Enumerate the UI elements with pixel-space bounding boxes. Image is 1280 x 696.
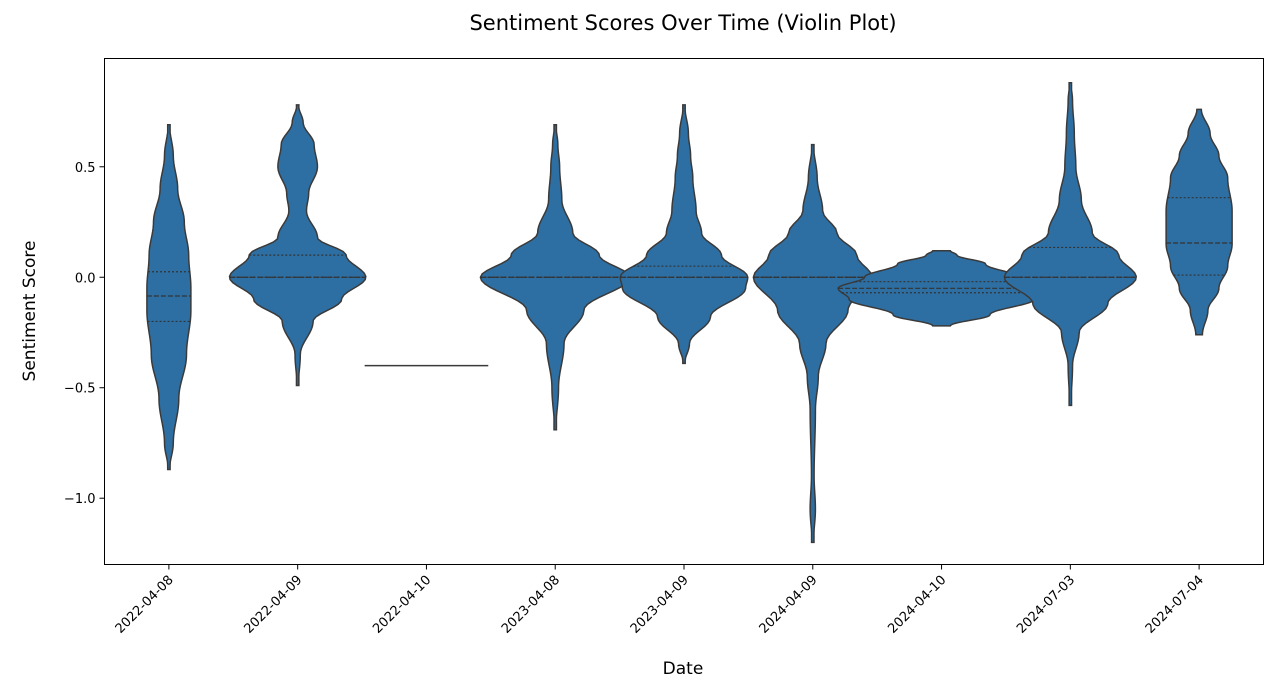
violin-body-2024-04-09 (752, 143, 873, 544)
y-axis-label: Sentiment Score (20, 241, 40, 382)
violin-body-2023-04-09 (619, 104, 749, 365)
x-tick-label: 2023-04-08 (499, 573, 563, 637)
chart-title: Sentiment Scores Over Time (Violin Plot) (469, 11, 896, 35)
y-tick-label: −0.5 (64, 382, 96, 397)
x-ticks-layer: 2022-04-08 2022-04-09 2022-04-10 2023-04-08… (113, 564, 1207, 637)
x-axis-label: Date (663, 659, 704, 679)
violin-group-2024-07-04 (1165, 108, 1233, 336)
x-tick-label: 2024-04-09 (757, 573, 821, 637)
y-tick-label: −1.0 (64, 492, 96, 507)
y-ticks-layer: −1.0 −0.5 0.0 0.5 (64, 161, 105, 507)
y-tick-label: 0.0 (75, 271, 96, 286)
violin-group-2022-04-09 (228, 104, 367, 387)
violin-group-2023-04-08 (479, 124, 631, 431)
violin-group-2022-04-08 (146, 124, 192, 471)
x-tick-label: 2022-04-09 (241, 573, 305, 637)
x-tick-label: 2022-04-10 (370, 573, 434, 637)
violin-body-2022-04-09 (228, 104, 367, 387)
violin-body-2024-07-03 (1003, 82, 1138, 407)
x-tick-label: 2024-07-04 (1143, 573, 1207, 637)
y-tick-label: 0.5 (75, 161, 96, 176)
violin-body-2022-04-08 (146, 124, 192, 471)
x-tick-label: 2024-04-10 (885, 573, 949, 637)
violin-body-2024-07-04 (1165, 108, 1233, 336)
violins-layer (146, 82, 1233, 544)
x-tick-label: 2023-04-09 (628, 573, 692, 637)
violin-group-2024-07-03 (1003, 82, 1138, 407)
x-tick-label: 2024-07-03 (1014, 573, 1078, 637)
violin-group-2024-04-09 (752, 143, 873, 544)
violin-group-2023-04-09 (619, 104, 749, 365)
plot-frame (104, 58, 1264, 565)
x-tick-label: 2022-04-08 (113, 573, 177, 637)
